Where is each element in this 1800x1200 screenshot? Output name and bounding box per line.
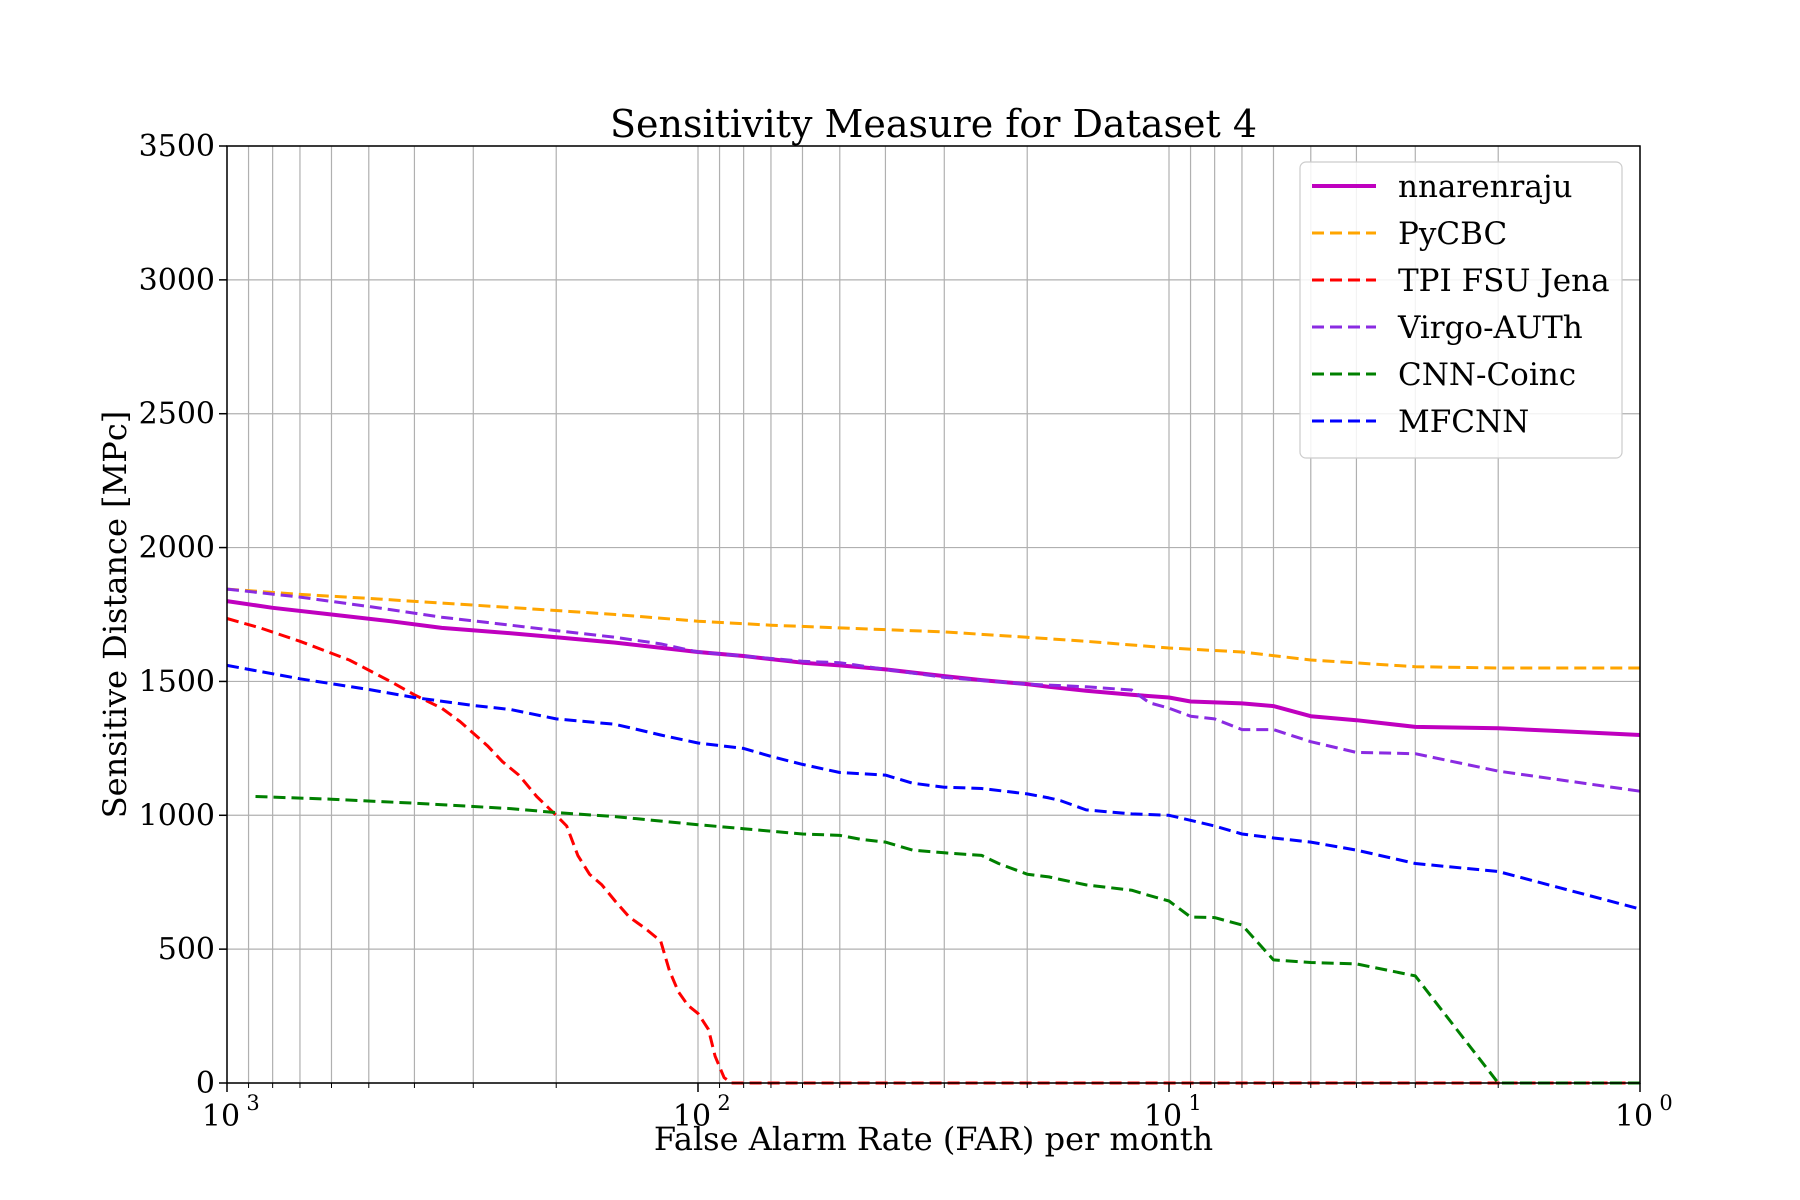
x-tick-exponent: 3 — [246, 1091, 259, 1115]
legend-label: Virgo-AUTh — [1397, 310, 1583, 346]
legend: nnarenraju PyCBC TPI FSU Jena Virgo-AUTh CNN… — [1299, 161, 1623, 459]
legend-label: nnarenraju — [1398, 169, 1572, 205]
y-tick-label: 3000 — [139, 263, 215, 298]
series-line-virgo-auth — [226, 587, 1641, 793]
legend-box — [1299, 161, 1623, 459]
x-tick-exponent: 2 — [717, 1091, 730, 1115]
chart-title: Sensitivity Measure for Dataset 4 — [610, 102, 1257, 146]
legend-label: TPI FSU Jena — [1398, 263, 1610, 299]
legend-label: CNN-Coinc — [1398, 357, 1576, 393]
y-tick-label: 2000 — [139, 531, 215, 566]
series-line-cnn-coinc — [255, 795, 1640, 1085]
y-tick-label: 1500 — [139, 664, 215, 699]
y-tick-label: 2500 — [139, 397, 215, 432]
y-tick-label: 500 — [158, 932, 215, 967]
plot-frame — [226, 145, 1641, 1084]
x-tick-exponent: 0 — [1659, 1091, 1672, 1115]
x-tick-labels: 10 3 10 2 10 1 10 0 — [202, 1083, 1673, 1134]
x-tick-label: 10 — [1144, 1099, 1182, 1134]
series-line-pycbc — [226, 587, 1640, 670]
x-tick-label: 10 — [202, 1099, 240, 1134]
x-axis-label: False Alarm Rate (FAR) per month — [654, 1120, 1213, 1158]
series-line-tpi-fsu-jena — [226, 617, 1640, 1085]
series-lines — [226, 587, 1641, 1085]
legend-label: MFCNN — [1398, 404, 1529, 440]
x-tick-exponent: 1 — [1188, 1091, 1201, 1115]
series-line-mfcnn — [226, 663, 1641, 911]
y-tick-labels: 0 500 1000 1500 2000 2500 3000 3500 — [139, 129, 227, 1101]
x-tick-label: 10 — [673, 1099, 711, 1134]
y-tick-label: 0 — [196, 1066, 215, 1101]
y-tick-label: 1000 — [139, 798, 215, 833]
y-tick-label: 3500 — [139, 129, 215, 164]
x-tick-label: 10 — [1615, 1099, 1653, 1134]
y-axis-label: Sensitive Distance [MPc] — [96, 411, 134, 818]
legend-label: PyCBC — [1398, 216, 1507, 252]
series-line-nnarenraju — [226, 599, 1641, 737]
